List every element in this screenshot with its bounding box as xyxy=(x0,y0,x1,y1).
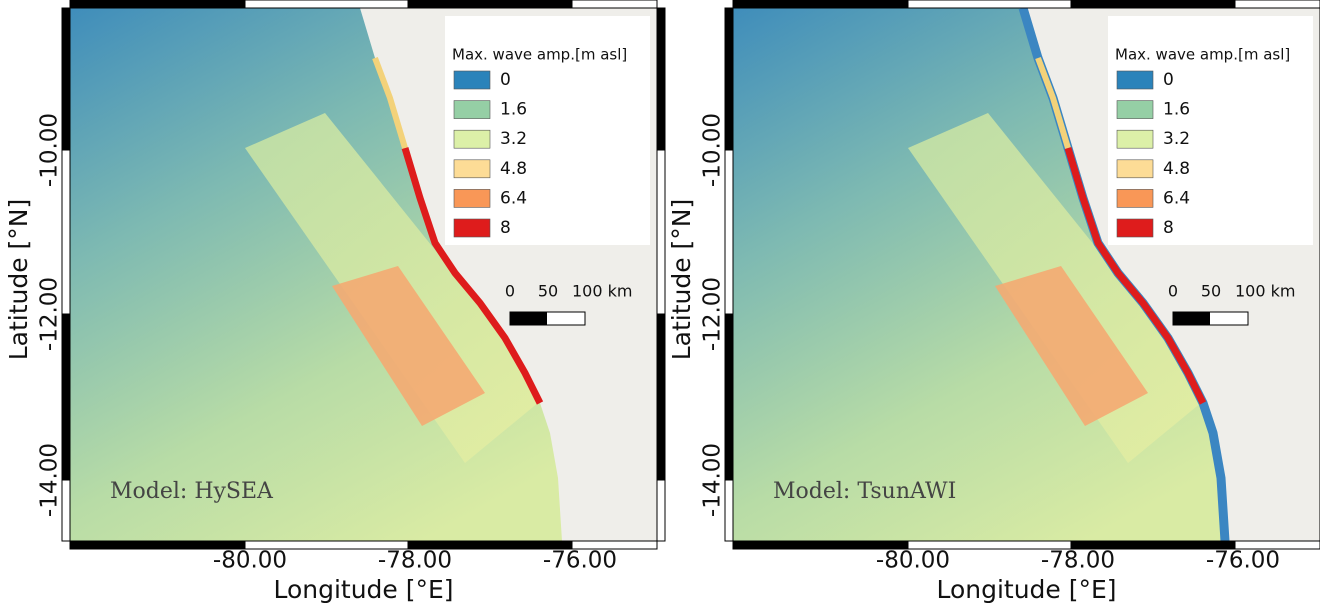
y-axis-label: Latitude [°N] xyxy=(4,199,33,361)
frame-segment xyxy=(69,0,246,9)
legend-label: 0 xyxy=(1163,70,1174,90)
legend-swatch xyxy=(1116,218,1154,238)
scale-label: 100 km xyxy=(572,282,632,301)
legend-label: 3.2 xyxy=(500,129,527,149)
frame-segment xyxy=(724,479,734,542)
y-tick-label: -12.00 xyxy=(700,277,726,351)
x-axis-label: Longitude [°E] xyxy=(936,575,1116,604)
frame-segment xyxy=(1070,0,1236,9)
scale-label: 50 xyxy=(1201,282,1221,301)
y-tick-label: -10.00 xyxy=(37,113,63,187)
legend-label: 6.4 xyxy=(500,188,527,208)
high-amplitude-zone xyxy=(995,266,1148,426)
frame-segment xyxy=(244,0,409,9)
scale-bar-fill xyxy=(510,312,547,325)
scale-label: 0 xyxy=(1168,282,1178,301)
legend-title: Max. wave amp.[m asl] xyxy=(452,46,627,64)
y-axis-label: Latitude [°N] xyxy=(667,199,696,361)
coastal-red xyxy=(401,146,544,405)
legend-swatch xyxy=(453,100,491,119)
coastal-yellow xyxy=(372,56,408,149)
scale-label: 0 xyxy=(505,282,515,301)
frame-segment xyxy=(907,0,1072,9)
legend-label: 4.8 xyxy=(1163,159,1190,179)
legend-label: 8 xyxy=(1163,218,1174,238)
x-tick-label: -76.00 xyxy=(1206,548,1280,574)
coastal-red xyxy=(1064,146,1207,405)
legend-label: 6.4 xyxy=(1163,188,1190,208)
frame-segment xyxy=(61,7,71,151)
frame-segment xyxy=(407,0,573,9)
legend-label: 8 xyxy=(500,218,511,238)
legend-swatch xyxy=(1116,129,1154,149)
legend-label: 1.6 xyxy=(1163,100,1190,120)
y-tick-label: -14.00 xyxy=(700,443,726,517)
frame-segment xyxy=(61,149,71,315)
legend-swatch xyxy=(453,189,491,208)
legend-label: 4.8 xyxy=(500,159,527,179)
frame-segment xyxy=(724,313,734,481)
y-tick-label: -10.00 xyxy=(700,113,726,187)
x-tick-label: -76.00 xyxy=(543,548,617,574)
frame-segment xyxy=(571,0,658,9)
map-panel: Max. wave amp.[m asl] 0 1.6 3.2 4.8 6.4 8 0 50 10… xyxy=(667,0,1320,604)
scale-label: 50 xyxy=(538,282,558,301)
map-panel: Max. wave amp.[m asl] 0 1.6 3.2 4.8 6.4 8 0 50 10… xyxy=(4,0,666,604)
y-tick-label: -12.00 xyxy=(37,277,63,351)
model-label: Model: TsunAWI xyxy=(773,479,956,504)
legend-swatch xyxy=(1116,189,1154,208)
frame-segment xyxy=(724,7,734,151)
x-axis-label: Longitude [°E] xyxy=(273,575,453,604)
legend-label: 3.2 xyxy=(1163,129,1190,149)
high-amplitude-zone xyxy=(332,266,485,426)
map-border xyxy=(732,7,1320,542)
x-tick-label: -80.00 xyxy=(213,548,287,574)
legend-title: Max. wave amp.[m asl] xyxy=(1115,46,1290,64)
frame-segment xyxy=(656,149,666,315)
legend-swatch xyxy=(453,159,491,179)
x-tick-label: -80.00 xyxy=(876,548,950,574)
frame-segment xyxy=(656,479,666,542)
map-border xyxy=(69,7,658,542)
legend-label: 1.6 xyxy=(500,100,527,120)
legend-swatch xyxy=(1116,159,1154,179)
legend-swatch xyxy=(1116,70,1154,90)
frame-segment xyxy=(61,313,71,481)
y-tick-label: -14.00 xyxy=(37,443,63,517)
legend-swatch xyxy=(1116,100,1154,119)
frame-segment xyxy=(656,7,666,151)
frame-segment xyxy=(656,313,666,481)
x-tick-label: -78.00 xyxy=(378,548,452,574)
x-tick-label: -78.00 xyxy=(1041,548,1115,574)
frame-segment xyxy=(1234,0,1320,9)
legend-swatch xyxy=(453,70,491,90)
frame-segment xyxy=(724,149,734,315)
legend-swatch xyxy=(453,218,491,238)
coastal-yellow xyxy=(1035,56,1071,149)
model-label: Model: HySEA xyxy=(110,479,274,504)
frame-segment xyxy=(61,479,71,542)
scale-label: 100 km xyxy=(1235,282,1295,301)
scale-bar-fill xyxy=(1173,312,1210,325)
frame-segment xyxy=(732,0,909,9)
legend-swatch xyxy=(453,129,491,149)
legend-label: 0 xyxy=(500,70,511,90)
